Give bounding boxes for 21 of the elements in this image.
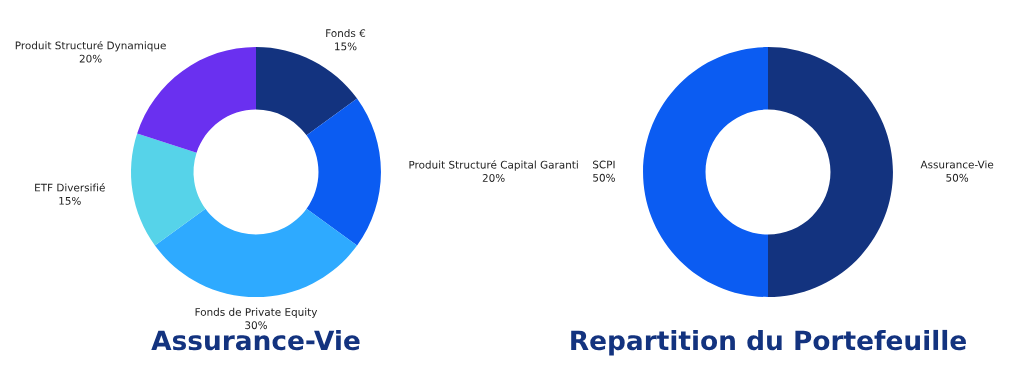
- data-label: 15%: [335, 42, 357, 51]
- slice-label: Fonds €: [326, 29, 366, 38]
- donut-slice: [768, 47, 893, 298]
- slice-label: SCPI: [592, 160, 615, 169]
- slice-label: Produit Structuré Capital Garanti: [409, 160, 578, 171]
- data-label: 50%: [946, 173, 969, 182]
- donut-slice: [154, 208, 358, 298]
- donut-slice: [643, 47, 768, 298]
- donut-slice: [306, 98, 381, 246]
- data-label: 30%: [245, 321, 267, 330]
- slice-label: Fonds de Private Equity: [195, 307, 318, 318]
- donut-slice: [131, 133, 206, 246]
- slice-label: Produit Structuré Dynamique: [15, 40, 166, 52]
- text: Assurance-Vie: [151, 329, 360, 351]
- data-label: 50%: [593, 173, 615, 182]
- data-label: 20%: [482, 174, 505, 182]
- slice-label: ETF Diversifié: [35, 183, 105, 192]
- text: Repartition du Portefeuille: [571, 329, 966, 356]
- data-label: 15%: [59, 196, 81, 205]
- slice-label: Assurance-Vie: [920, 160, 994, 169]
- data-label: 20%: [79, 54, 102, 63]
